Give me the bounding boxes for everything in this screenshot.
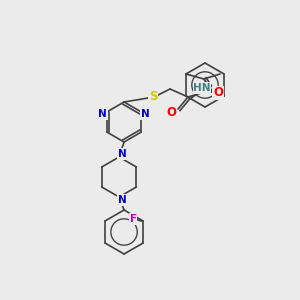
Text: S: S <box>149 89 157 103</box>
Text: O: O <box>213 86 223 100</box>
Text: HN: HN <box>193 83 211 93</box>
Text: O: O <box>166 106 176 118</box>
Text: N: N <box>118 195 126 205</box>
Text: N: N <box>118 149 126 159</box>
Text: N: N <box>98 109 107 119</box>
Text: F: F <box>130 214 137 224</box>
Text: N: N <box>141 109 150 119</box>
